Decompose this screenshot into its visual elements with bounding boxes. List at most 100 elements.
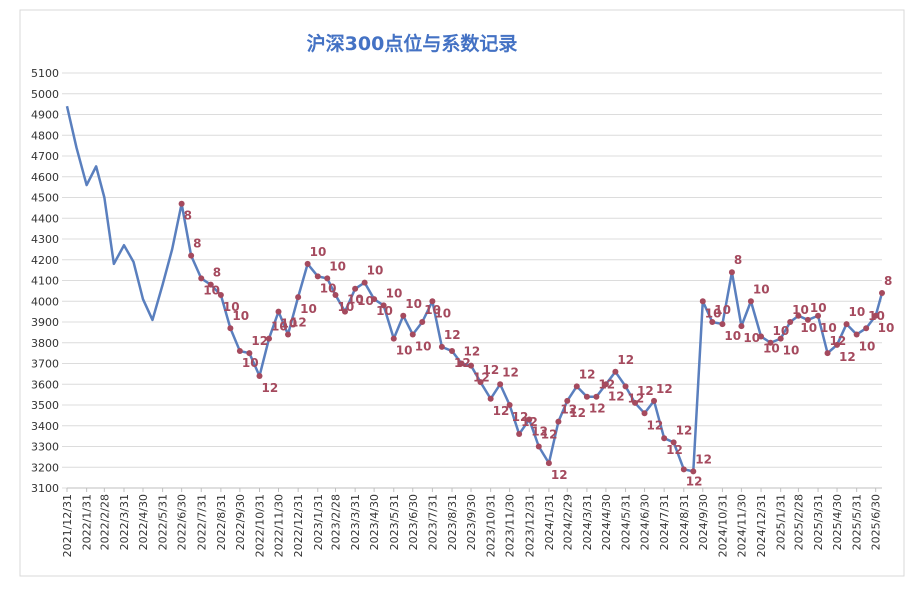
x-tick-label: 2022/4/30: [137, 494, 150, 550]
x-tick-label: 2022/8/31: [215, 494, 228, 550]
marker: [593, 393, 600, 400]
marker: [719, 321, 726, 328]
x-tick-label: 2023/6/30: [407, 494, 420, 550]
data-label: 10: [800, 321, 817, 335]
x-tick-label: 2024/12/31: [755, 494, 768, 557]
data-label: 12: [569, 406, 586, 420]
marker: [573, 383, 580, 390]
marker: [275, 308, 282, 315]
x-tick-label: 2023/1/31: [312, 494, 325, 550]
marker: [564, 397, 571, 404]
x-tick-label: 2023/10/31: [485, 494, 498, 557]
marker: [758, 333, 765, 340]
y-tick-label: 5100: [31, 67, 59, 80]
x-tick-label: 2023/12/31: [523, 494, 536, 557]
x-tick-label: 2024/4/30: [600, 494, 613, 550]
data-label: 10: [878, 321, 895, 335]
marker: [872, 312, 879, 319]
x-tick-label: 2024/2/29: [561, 494, 574, 550]
x-tick-label: 2023/5/31: [388, 494, 401, 550]
data-label: 12: [541, 428, 558, 442]
data-label: 12: [579, 367, 596, 381]
data-label: 10: [849, 305, 866, 319]
data-label: 12: [493, 404, 510, 418]
marker: [699, 298, 706, 305]
marker: [804, 316, 811, 323]
marker: [304, 260, 311, 267]
data-label: 10: [203, 283, 220, 297]
marker: [526, 416, 533, 423]
marker: [246, 350, 253, 357]
marker: [449, 348, 456, 355]
y-tick-label: 3900: [31, 316, 59, 329]
data-label: 10: [386, 286, 403, 300]
data-label: 12: [290, 315, 307, 329]
marker: [863, 325, 870, 332]
data-label: 12: [502, 365, 519, 379]
marker: [777, 335, 784, 342]
data-label: 10: [396, 344, 413, 358]
data-label: 10: [300, 302, 317, 316]
y-tick-label: 4800: [31, 129, 59, 142]
marker: [767, 339, 774, 346]
data-label: 10: [232, 309, 249, 323]
y-tick-label: 3600: [31, 378, 59, 391]
marker: [429, 298, 436, 305]
data-label: 10: [705, 306, 722, 320]
data-label: 12: [589, 402, 606, 416]
data-label: 12: [830, 334, 847, 348]
marker: [285, 331, 292, 338]
data-label: 10: [357, 294, 374, 308]
x-tick-label: 2024/8/31: [678, 494, 691, 550]
data-label: 12: [551, 468, 568, 482]
data-label: 10: [753, 282, 770, 296]
marker: [583, 393, 590, 400]
data-label: 10: [376, 304, 393, 318]
data-label: 12: [628, 391, 645, 405]
data-label: 12: [695, 452, 712, 466]
data-label: 10: [415, 339, 432, 353]
y-tick-label: 4700: [31, 150, 59, 163]
marker: [824, 350, 831, 357]
marker: [612, 368, 619, 375]
marker: [497, 381, 504, 388]
marker: [178, 200, 185, 207]
data-label: 10: [338, 300, 355, 314]
x-tick-label: 2022/5/31: [157, 494, 170, 550]
marker: [670, 439, 677, 446]
x-tick-label: 2025/3/31: [812, 494, 825, 550]
data-label: 12: [666, 443, 683, 457]
data-label: 10: [347, 293, 364, 307]
x-tick-label: 2022/3/31: [118, 494, 131, 550]
data-label: 10: [242, 356, 259, 370]
chart-title: 沪深300点位与系数记录: [307, 32, 518, 55]
data-label: 12: [251, 334, 268, 348]
x-tick-label: 2025/6/30: [870, 494, 883, 550]
marker: [266, 335, 273, 342]
marker: [419, 319, 426, 325]
marker: [787, 319, 794, 325]
y-tick-label: 3200: [31, 461, 59, 474]
data-label: 12: [686, 474, 703, 488]
data-label: 10: [783, 344, 800, 358]
marker: [661, 435, 668, 442]
x-tick-label: 2023/8/31: [446, 494, 459, 550]
y-tick-label: 4100: [31, 275, 59, 288]
x-tick-label: 2022/11/30: [273, 494, 286, 557]
data-label: 10: [773, 324, 790, 338]
chart-frame: [19, 9, 905, 577]
data-label: 10: [820, 321, 837, 335]
y-tick-label: 3100: [31, 482, 59, 495]
x-tick-label: 2024/1/31: [543, 494, 556, 550]
marker: [188, 252, 195, 259]
y-tick-label: 4300: [31, 233, 59, 246]
marker: [680, 466, 687, 473]
marker: [738, 323, 745, 330]
marker: [332, 292, 339, 299]
y-tick-label: 4900: [31, 109, 59, 122]
y-tick-label: 3400: [31, 420, 59, 433]
x-tick-label: 2024/11/30: [735, 494, 748, 557]
marker: [198, 275, 205, 282]
data-label: 10: [405, 297, 422, 311]
